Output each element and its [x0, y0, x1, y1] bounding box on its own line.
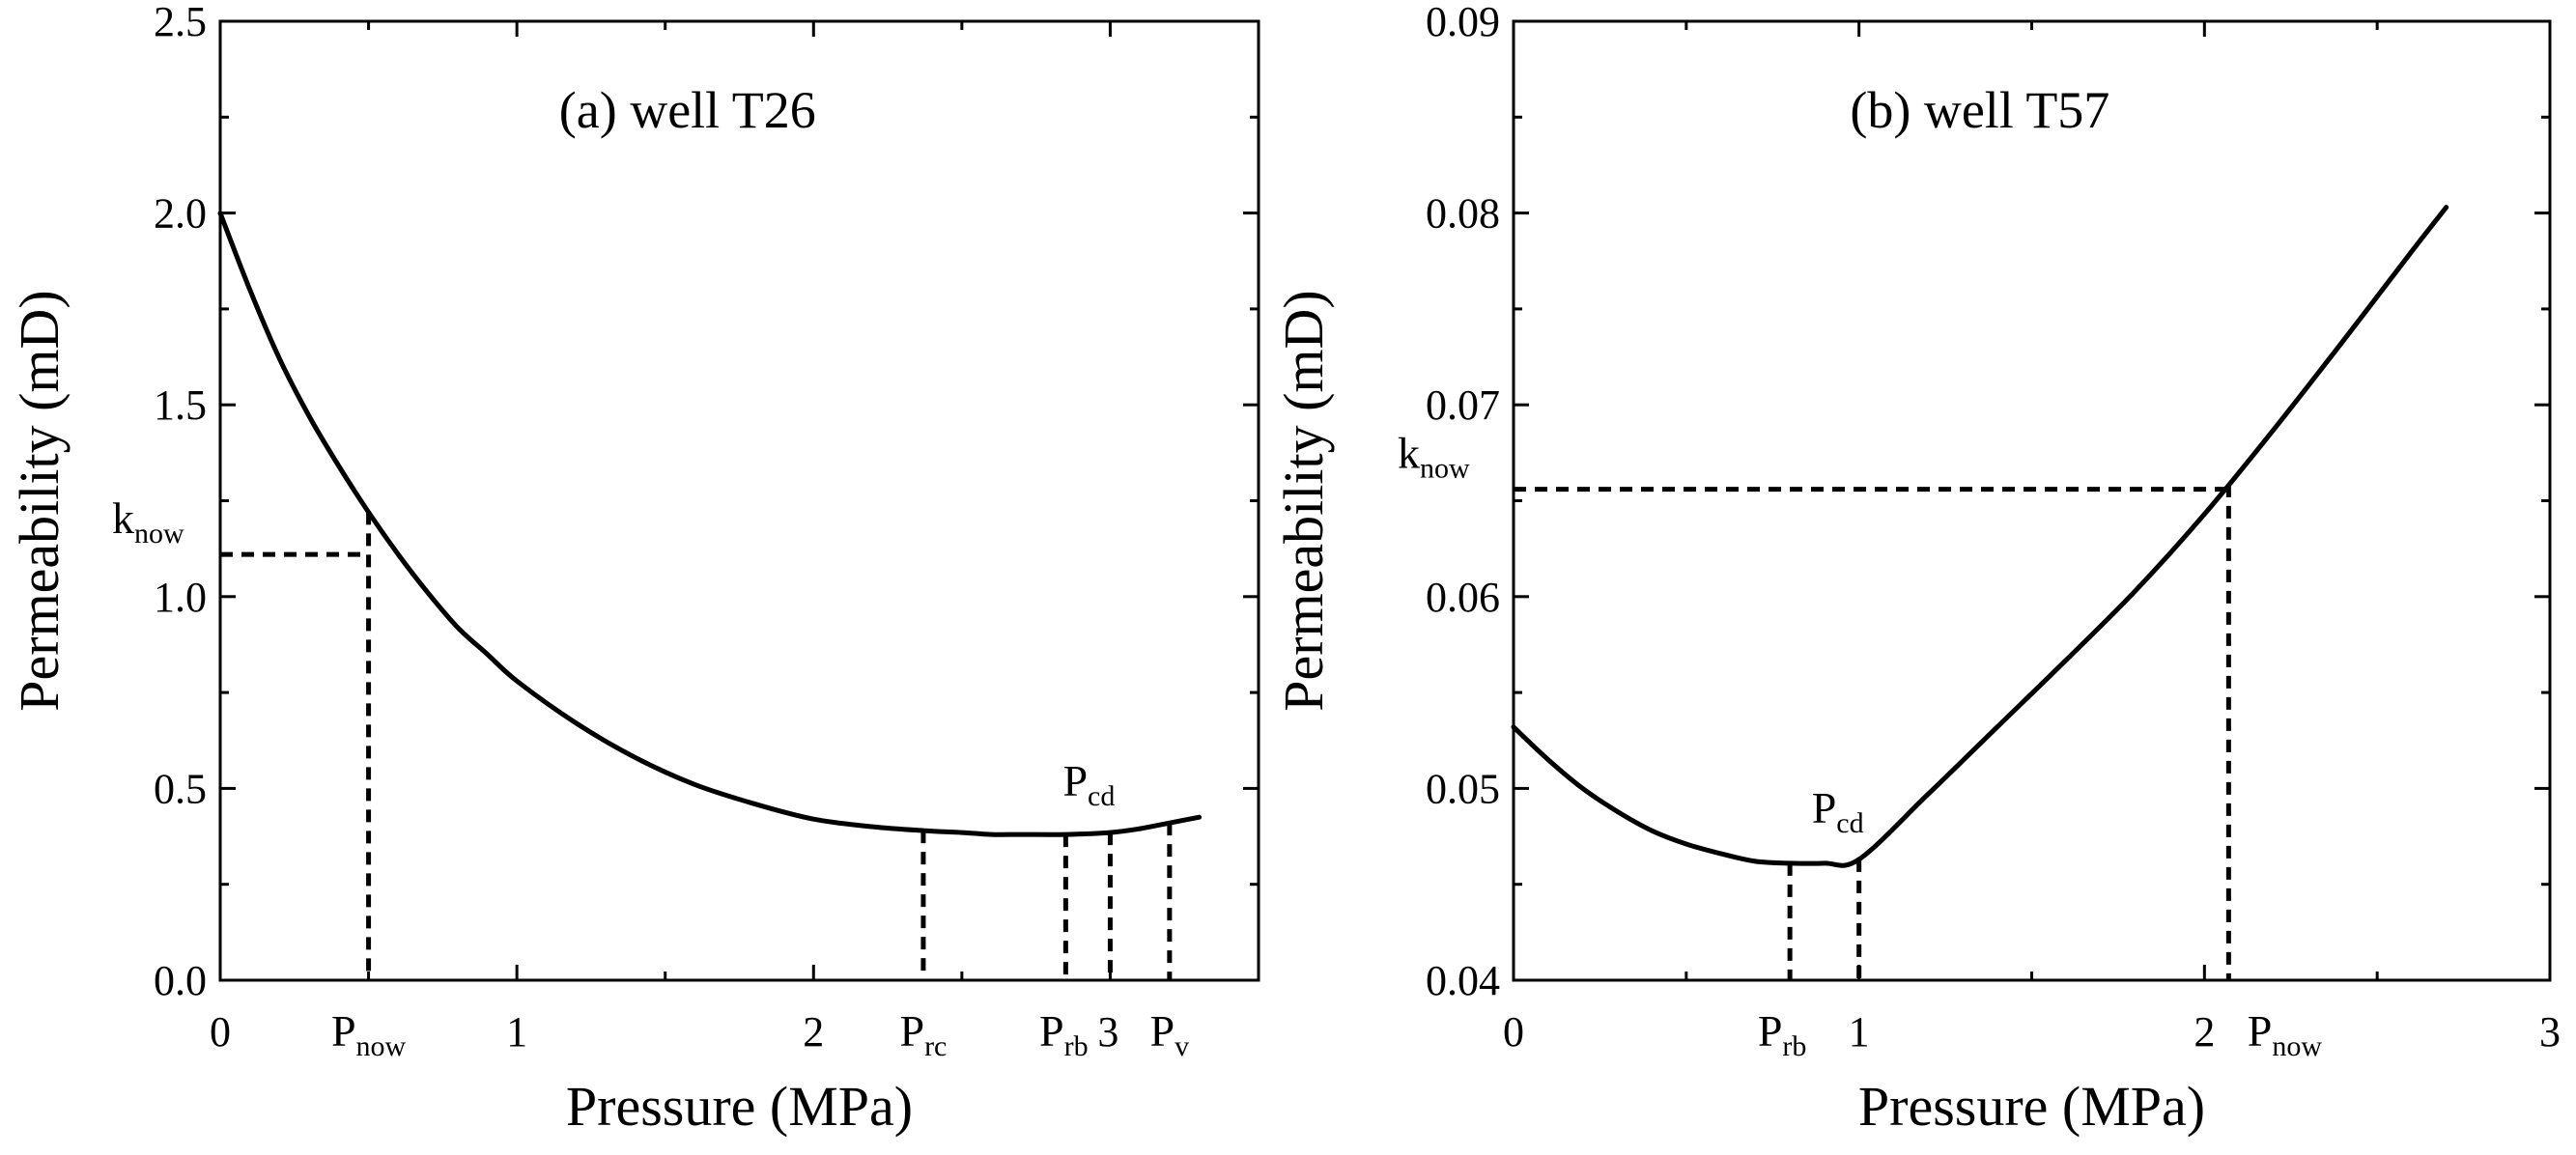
- y-tick-label: 0.04: [1426, 957, 1500, 1004]
- y-tick-label: 1.5: [154, 381, 207, 429]
- x-tick-label: 3: [1097, 1008, 1118, 1056]
- y-tick-label: 1.0: [154, 574, 207, 621]
- x-tick-label: 3: [2539, 1008, 2561, 1056]
- x-tick-label: 1: [1849, 1008, 1870, 1056]
- y-tick-label: 0.07: [1426, 381, 1500, 429]
- annotation-p-now: Pnow: [2248, 1006, 2323, 1062]
- x-tick-label: 2: [803, 1008, 824, 1056]
- y-tick-label: 0.08: [1426, 190, 1500, 238]
- x-axis-title: Pressure (MPa): [566, 1075, 913, 1138]
- chart-panel-a: 0 1 2 0.0 0.5 1.0 1.5 2.0 2.5 Pressure (MPa) Perme…: [8, 0, 1260, 1138]
- y-axis-title: Permeability (mD): [1272, 290, 1335, 712]
- panel-title: (a) well T26: [559, 81, 816, 139]
- annotation-p-v: Pv: [1150, 1006, 1190, 1062]
- x-axis-title: Pressure (MPa): [1858, 1075, 2205, 1138]
- x-tick-label: 0: [210, 1008, 231, 1056]
- annotation-p-cd: Pcd: [1062, 756, 1115, 812]
- chart-panel-b: 0 1 2 3 0.04 0.05 0.06 0.07 0.08 0.09 Pressure (MP…: [1272, 0, 2561, 1138]
- y-tick-label: 0.06: [1426, 574, 1500, 621]
- y-tick-label: 2.0: [154, 190, 207, 238]
- panel-title: (b) well T57: [1850, 81, 2109, 139]
- permeability-curve: [1511, 205, 2449, 868]
- y-tick-label: 0.05: [1426, 765, 1500, 812]
- annotation-p-rc: Prc: [899, 1006, 947, 1062]
- x-tick-label: 1: [506, 1008, 527, 1056]
- y-axis-title: Permeability (mD): [8, 290, 71, 712]
- y-tick-label: 0.5: [154, 765, 207, 812]
- y-tick-label: 0.0: [154, 957, 207, 1004]
- annotation-k-now: know: [112, 493, 184, 549]
- annotation-k-now: know: [1398, 429, 1470, 485]
- x-tick-label: 0: [1503, 1008, 1524, 1056]
- x-tick-label: 2: [2194, 1008, 2215, 1056]
- plot-frame: [218, 19, 1260, 982]
- y-tick-label: 0.09: [1426, 0, 1500, 45]
- annotation-p-cd: Pcd: [1812, 783, 1864, 839]
- permeability-curve: [217, 211, 1203, 837]
- annotation-p-now: Pnow: [331, 1006, 407, 1062]
- annotation-p-rb: Prb: [1039, 1006, 1089, 1062]
- annotation-p-rb: Prb: [1758, 1006, 1807, 1062]
- y-tick-label: 2.5: [154, 0, 207, 45]
